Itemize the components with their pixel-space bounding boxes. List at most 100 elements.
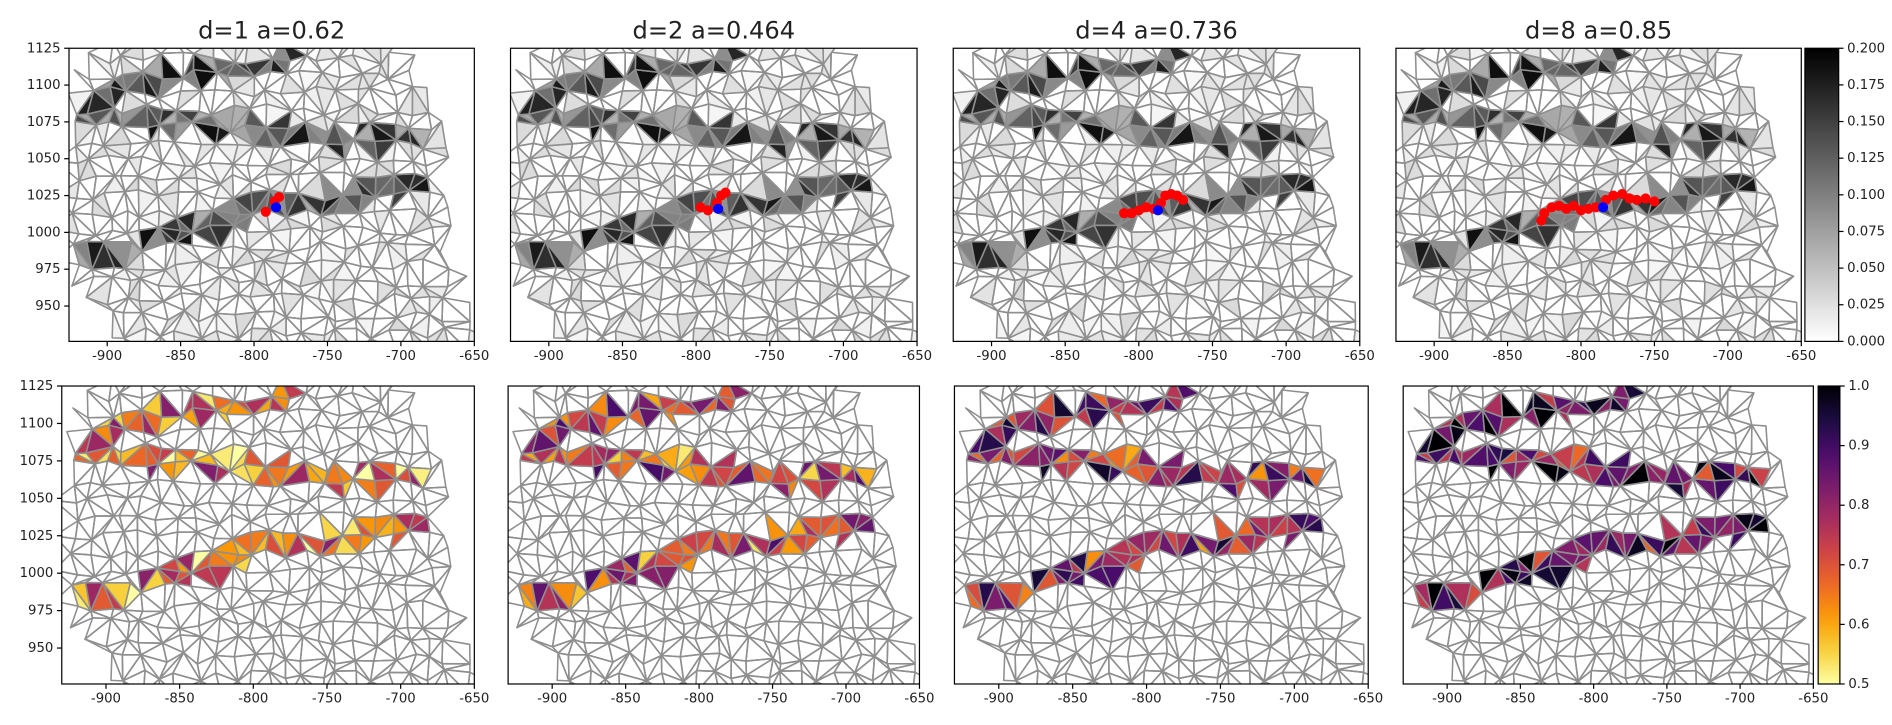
mesh-cell [747,240,764,264]
mesh-cell [297,162,321,175]
x-tick-label: -850 [165,691,195,706]
panel: -900 -850 -800 -750 -700 -6509509751000102510… [20,379,490,706]
mesh-cell [406,258,424,288]
mesh-cell [1281,671,1305,684]
mesh-cell [215,672,239,684]
mesh-cell [730,592,752,606]
mesh-cell [371,241,389,269]
mesh-cell [832,389,861,419]
mesh-cell [765,620,780,646]
mesh-cell [725,634,750,661]
mesh-cell [387,51,416,81]
mesh-cell [800,606,819,623]
mesh-cell [428,637,444,658]
x-tick-label: -900 [537,691,567,706]
mesh-cell [1265,48,1279,65]
mesh-cell [305,240,322,264]
y-tick-label: 1050 [27,152,61,167]
x-tick-label: -800 [684,691,714,706]
mesh-cell [621,48,637,55]
mesh-cell [508,519,526,540]
mesh-cell [179,634,202,654]
mesh-cell [1698,241,1715,269]
mesh-cell [111,652,124,682]
y-tick-label: 1025 [27,189,61,204]
mesh-cell [1361,671,1369,684]
mesh-cell [764,566,789,583]
mesh-cell [586,386,607,399]
mesh-cell [266,386,278,398]
mesh-cell [174,260,203,288]
mesh-cell [564,514,585,533]
panel-title: d=8 a=0.85 [1525,17,1672,45]
mesh-cell [1248,621,1273,648]
mesh-cell [993,48,1006,65]
colorbar-tick-label: 0.200 [1847,41,1885,56]
mesh-cell [337,48,349,59]
y-tick-label: 1100 [20,416,54,431]
marker [1590,202,1601,213]
mesh-cell [856,424,875,453]
mesh-cell [778,441,805,462]
mesh-cell [1681,279,1706,306]
mesh-cell [1003,652,1017,682]
mesh-cell [625,634,648,654]
mesh-cell [173,121,193,143]
mesh-cell [874,225,895,246]
mesh-cell [1178,658,1195,677]
mesh-cell [214,482,238,505]
mesh-cell [762,278,777,304]
mesh-cell [510,145,521,164]
mesh-cell [813,241,831,269]
mesh-cell [428,295,444,316]
mesh-cell [742,511,766,534]
mesh-cell [1612,316,1630,334]
mesh-cell [379,386,393,403]
mesh-cell [619,601,648,630]
mesh-cell [830,329,854,342]
mesh-cell [690,571,716,592]
mesh-cell [728,386,753,400]
x-tick-label: -650 [1786,349,1816,364]
mesh [61,386,475,684]
mesh-cell [605,386,630,392]
y-tick-label: 1000 [27,225,61,240]
mesh-cell [912,671,920,684]
marker [713,203,724,214]
mesh-cell [1758,225,1779,246]
mesh-cell [138,299,165,314]
mesh-cell [725,48,750,62]
mesh-cell [141,48,162,61]
mesh-cell [354,279,379,306]
mesh-cell [373,536,391,553]
x-tick-label: -700 [828,349,858,364]
mesh-cell [1014,669,1039,684]
marker [273,191,285,203]
colorbar: 0.0000.0250.0500.0750.1000.1250.1500.175… [1804,41,1885,349]
mesh-cell [1109,608,1125,619]
mesh-cell [886,326,914,342]
y-tick-label: 1125 [27,41,61,56]
y-tick-label: 950 [35,299,60,314]
mesh-cell [1624,162,1648,175]
mesh-cell [443,326,471,342]
x-tick-label: -650 [459,349,489,364]
mesh-cell [207,501,233,525]
mesh-cell [1501,260,1530,288]
mesh-cell [870,111,886,131]
mesh-cell [234,48,245,64]
mesh-cell [387,389,416,419]
mesh-cell [1505,177,1526,193]
mesh-cell [1335,638,1365,665]
mesh-cell [431,565,452,587]
mesh-cell [853,529,876,560]
mesh-cell [516,537,539,555]
mesh-cell [1506,48,1522,55]
mesh-cell [568,669,592,684]
mesh-cell [1773,268,1795,288]
mesh-cell [1011,514,1032,533]
marker [1597,202,1609,213]
mesh-cell [467,329,475,342]
mesh-cell [888,668,916,684]
